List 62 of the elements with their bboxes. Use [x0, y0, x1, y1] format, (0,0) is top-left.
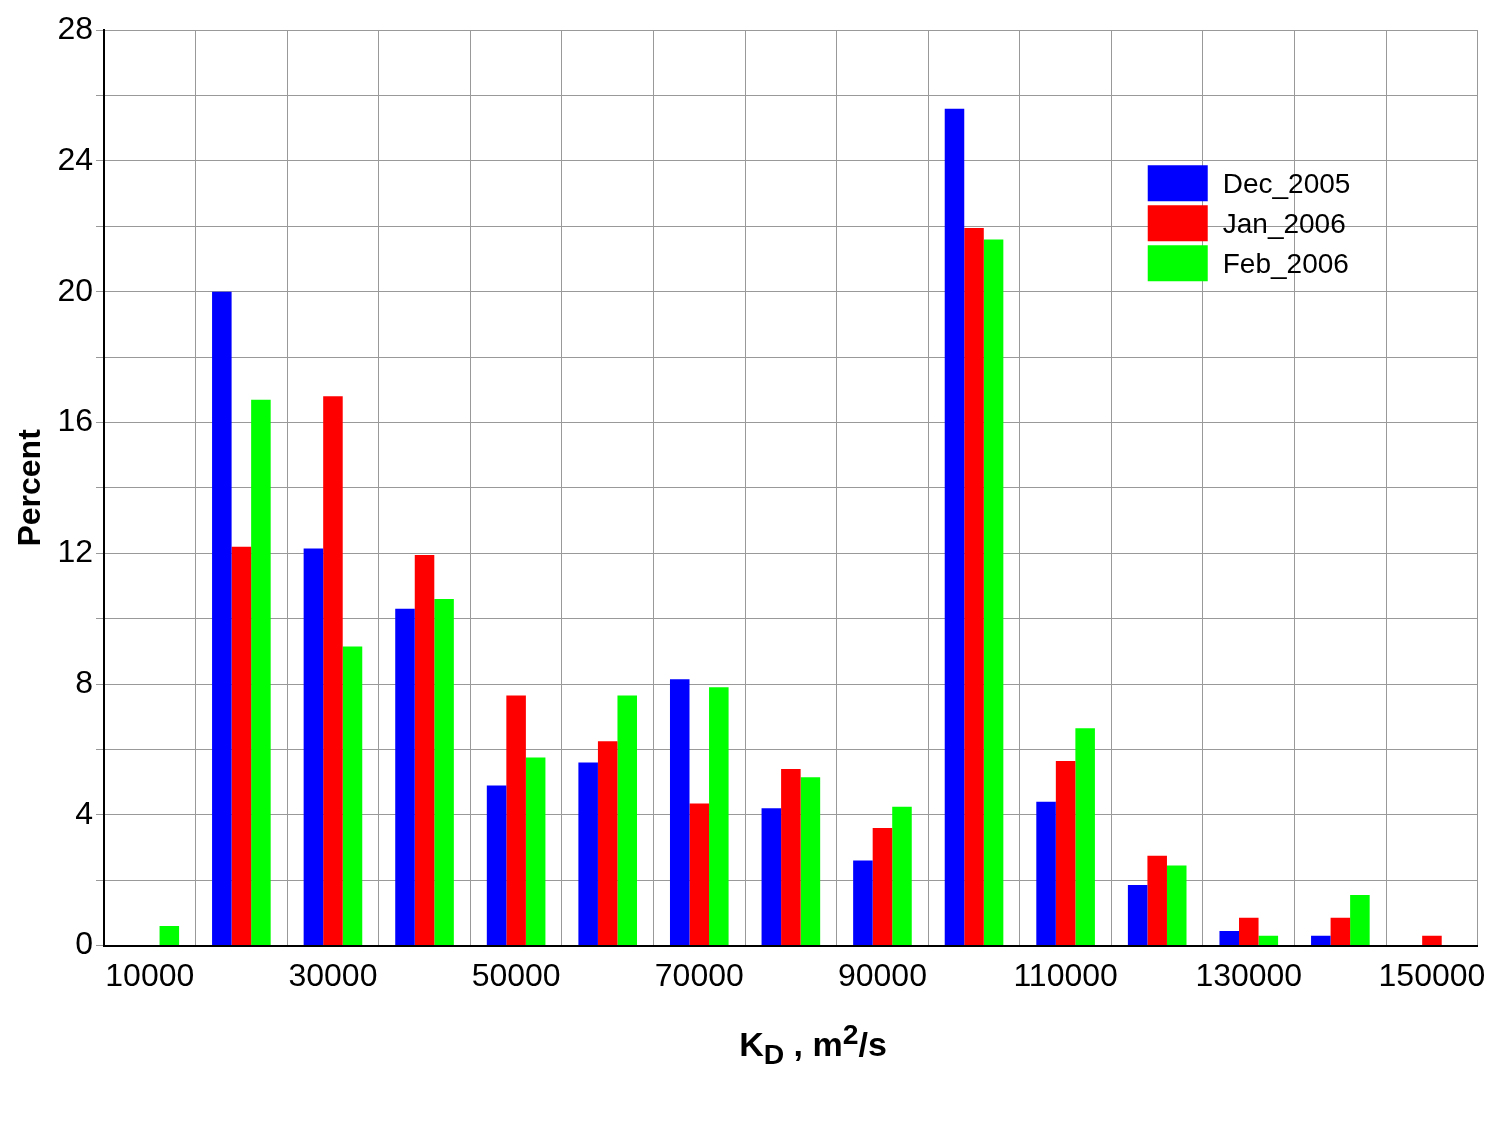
bar	[597, 741, 618, 946]
bar	[525, 757, 546, 946]
bar	[395, 608, 415, 946]
x-tick-label: 10000	[105, 956, 195, 993]
bar	[669, 679, 690, 946]
bar	[414, 554, 435, 946]
bar	[689, 803, 710, 946]
bar	[251, 399, 271, 946]
legend-label: Feb_2006	[1222, 247, 1349, 279]
legend-label: Jan_2006	[1222, 207, 1346, 239]
bar	[486, 785, 507, 946]
bar	[853, 860, 873, 946]
bar	[1311, 935, 1331, 946]
bar	[1075, 728, 1095, 946]
y-tick-label: 4	[75, 794, 93, 831]
bar	[1258, 935, 1279, 946]
bar	[434, 599, 454, 946]
bar	[342, 646, 363, 946]
y-tick-label: 16	[57, 402, 93, 439]
y-tick-label: 24	[57, 140, 93, 177]
bar	[872, 827, 893, 946]
x-tick-label: 50000	[471, 956, 561, 993]
bar	[709, 687, 729, 946]
y-tick-label: 20	[57, 271, 93, 308]
x-tick-label: 90000	[837, 956, 927, 993]
x-axis-title: K$_{D}$ , m$^{2}$/s	[738, 1017, 888, 1073]
bar	[761, 808, 782, 946]
bar	[231, 546, 252, 946]
bar	[323, 396, 343, 946]
bar	[1422, 935, 1442, 946]
bar	[212, 291, 232, 946]
bar	[1147, 855, 1167, 946]
x-tick-label: 70000	[654, 956, 744, 993]
legend-label: Dec_2005	[1222, 167, 1351, 199]
bar	[964, 227, 984, 946]
bar	[1330, 917, 1351, 946]
bar	[1219, 930, 1240, 946]
y-tick-label: 0	[75, 925, 93, 962]
y-tick-label: 28	[57, 10, 93, 47]
bar	[506, 695, 526, 946]
x-tick-label: 110000	[1013, 956, 1118, 993]
bar	[159, 925, 180, 946]
x-tick-label: 150000	[1378, 956, 1486, 993]
y-tick-label: 12	[57, 533, 93, 570]
bar	[892, 806, 912, 946]
bar	[617, 695, 638, 946]
bar	[800, 777, 821, 946]
x-tick-label: 30000	[288, 956, 378, 993]
bar	[303, 548, 324, 946]
bar	[1055, 760, 1076, 946]
y-axis-title: Percent	[11, 428, 48, 547]
bar	[578, 762, 598, 946]
bar	[781, 769, 801, 946]
bar	[983, 239, 1004, 946]
bar	[1239, 917, 1259, 946]
bar	[1350, 894, 1370, 946]
bar	[1127, 885, 1148, 946]
bar	[944, 108, 965, 946]
y-tick-label: 8	[75, 663, 93, 700]
bar	[1036, 801, 1056, 946]
x-tick-label: 130000	[1195, 956, 1303, 993]
bar	[1166, 865, 1187, 946]
